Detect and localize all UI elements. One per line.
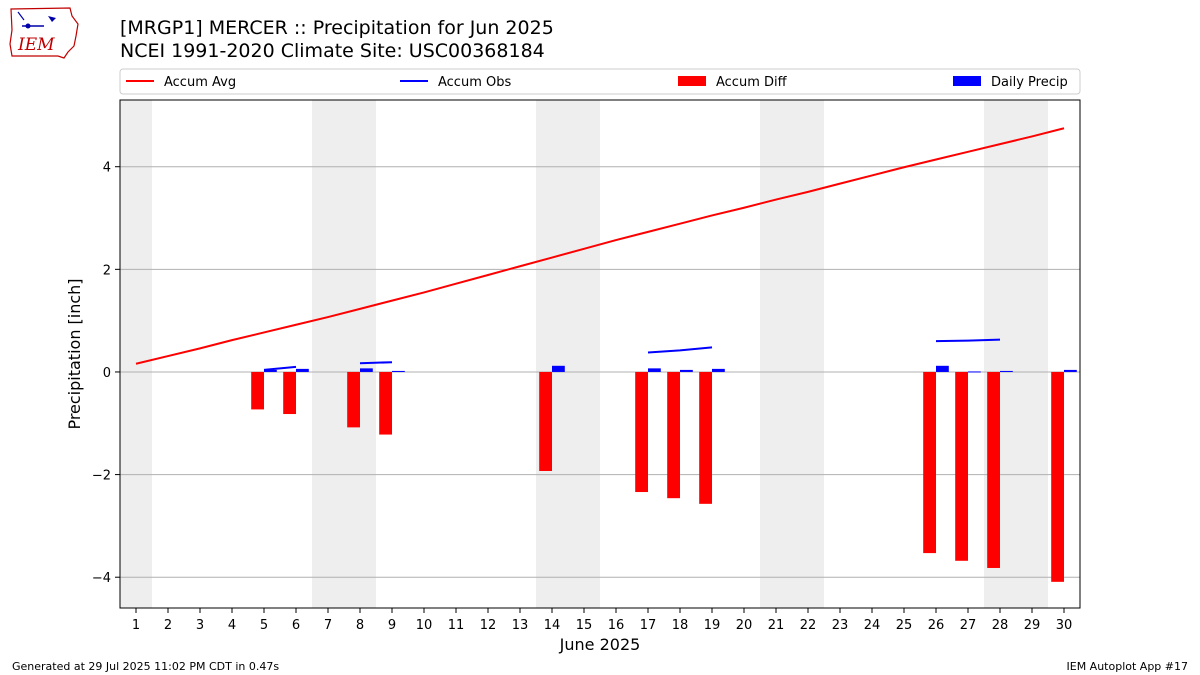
x-tick-label: 24 [864,618,881,633]
accum-diff-bar [923,371,936,554]
accum-obs-line [263,365,297,371]
accum-obs-line [647,346,713,354]
legend: Accum Avg Accum Obs Accum Diff Daily Precip [119,68,1081,95]
plot-frame [119,99,1081,609]
iem-logo: IEM [9,7,79,59]
weekend-shade [312,100,376,608]
chart-subtitle: NCEI 1991-2020 Climate Site: USC00368184 [120,40,545,62]
legend-accum-avg-label: Accum Avg [164,75,236,90]
daily-precip-bar [552,365,565,372]
y-tick-label: −4 [92,571,111,586]
x-tick-label: 21 [768,618,785,633]
accum-diff-bar [699,371,712,504]
x-tick-label: 30 [1056,618,1073,633]
legend-accum-diff-swatch [678,76,706,86]
x-tick-label: 5 [260,618,268,633]
accum-diff-bar [347,371,360,428]
legend-accum-obs-label: Accum Obs [438,75,511,90]
y-tick-label: 0 [103,366,111,381]
daily-precip-bar [392,370,405,372]
accum-avg-line [135,127,1065,365]
x-tick-label: 6 [292,618,300,633]
x-tick-label: 13 [512,618,529,633]
daily-precip-bar [968,371,981,373]
accum-diff-bar [667,371,680,499]
daily-precip-bar [936,365,949,372]
accum-diff-bar [379,371,392,435]
x-tick-label: 26 [928,618,945,633]
x-tick-label: 14 [544,618,561,633]
autoplot-app-label: IEM Autoplot App #17 [1066,660,1189,673]
legend-accum-diff-label: Accum Diff [716,75,788,90]
x-tick-label: 28 [992,618,1009,633]
accum-diff-bar [1051,371,1064,582]
daily-precip-bar [1000,370,1013,372]
x-tick-label: 27 [960,618,977,633]
x-tick-label: 7 [324,618,332,633]
x-tick-label: 23 [832,618,849,633]
accum-diff-bar [283,371,296,415]
generated-timestamp: Generated at 29 Jul 2025 11:02 PM CDT in… [12,660,280,673]
daily-precip-bar [712,368,725,372]
accum-diff-bar [539,371,552,471]
x-tick-label: 22 [800,618,817,633]
weekend-shade [536,100,600,608]
y-axis-label: Precipitation [inch] [65,278,84,429]
accum-diff-bar [987,371,1000,568]
accum-obs-line [935,338,1001,343]
x-tick-label: 2 [164,618,172,633]
legend-daily-precip-swatch [953,76,981,86]
daily-precip-bar [296,368,309,372]
x-tick-label: 11 [448,618,465,633]
chart-title: [MRGP1] MERCER :: Precipitation for Jun … [120,17,554,39]
y-tick-label: 2 [103,263,111,278]
legend-daily-precip-label: Daily Precip [991,75,1068,90]
x-tick-label: 9 [388,618,396,633]
legend-box [119,68,1081,95]
x-tick-label: 19 [704,618,721,633]
weekend-shade [760,100,824,608]
accum-diff-bar [955,371,968,561]
y-tick-label: 4 [103,161,111,176]
x-tick-label: 17 [640,618,657,633]
x-tick-label: 1 [132,618,140,633]
accum-diff-bar [251,371,264,410]
x-tick-label: 10 [416,618,433,633]
x-tick-label: 15 [576,618,593,633]
x-tick-label: 12 [480,618,497,633]
x-tick-label: 4 [228,618,236,633]
x-tick-label: 25 [896,618,913,633]
x-tick-label: 18 [672,618,689,633]
y-tick-label: −2 [92,469,111,484]
x-tick-label: 3 [196,618,204,633]
x-tick-label: 16 [608,618,625,633]
daily-precip-bar [264,369,277,372]
daily-precip-bar [360,368,373,372]
x-tick-label: 29 [1024,618,1041,633]
daily-precip-bar [1064,369,1077,372]
accum-obs-line [359,361,393,365]
x-axis-label: June 2025 [559,635,641,654]
x-tick-label: 8 [356,618,364,633]
svg-text:IEM: IEM [17,35,55,55]
daily-precip-bar [680,369,693,372]
daily-precip-bar [648,368,661,372]
x-tick-label: 20 [736,618,753,633]
accum-diff-bar [635,371,648,493]
weekend-shade [120,100,152,608]
